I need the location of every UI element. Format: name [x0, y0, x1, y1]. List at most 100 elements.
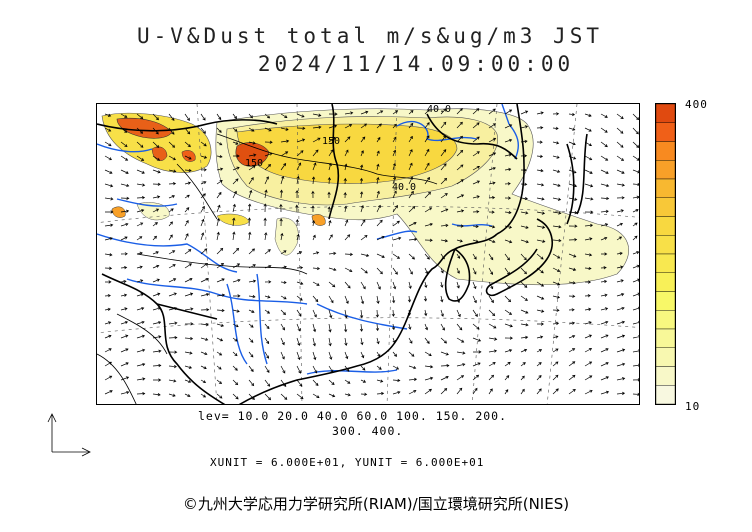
- wind-vector: [328, 281, 336, 288]
- wind-vector: [488, 309, 496, 317]
- wind-vector: [136, 320, 145, 325]
- wind-vector: [424, 122, 430, 129]
- wind-vector: [104, 266, 113, 270]
- wind-vector: [328, 295, 334, 304]
- wind-vector: [296, 175, 300, 185]
- wind-vector: [376, 235, 385, 241]
- wind-vector: [279, 203, 283, 213]
- wind-vector: [472, 108, 480, 115]
- wind-vector: [104, 307, 111, 311]
- wind-vector: [552, 169, 561, 173]
- wind-vector: [472, 337, 482, 342]
- wind-vector: [392, 378, 401, 383]
- wind-vector: [424, 176, 430, 185]
- wind-vector: [280, 127, 289, 131]
- wind-vector: [232, 294, 241, 298]
- wind-vector: [344, 252, 354, 257]
- wind-vector: [440, 375, 449, 381]
- wind-vector: [376, 281, 381, 290]
- wind-vector: [392, 149, 397, 157]
- wind-vector: [520, 281, 528, 288]
- wind-vector: [504, 124, 513, 129]
- wind-vector: [328, 323, 332, 333]
- wind-vector: [328, 219, 332, 227]
- wind-vector: [311, 190, 315, 199]
- wind-vector: [424, 109, 430, 115]
- wind-vector: [184, 207, 190, 213]
- wind-vector: [360, 219, 366, 227]
- wind-vector: [440, 208, 449, 213]
- wind-vector: [263, 203, 267, 213]
- wind-vector: [392, 351, 398, 357]
- wind-vector: [472, 281, 477, 290]
- wind-vector: [200, 232, 205, 241]
- wind-vector: [312, 295, 319, 303]
- wind-vector: [120, 307, 128, 311]
- wind-vector: [184, 379, 192, 384]
- wind-vector: [168, 306, 178, 311]
- wind-vector: [456, 135, 463, 143]
- wind-vector: [264, 127, 272, 132]
- wind-vector: [280, 139, 290, 143]
- wind-vector: [568, 294, 576, 298]
- wind-vector: [408, 337, 413, 344]
- wind-vector: [344, 337, 348, 346]
- wind-vector: [264, 152, 273, 157]
- wind-vector: [360, 337, 364, 346]
- wind-vector: [344, 205, 348, 213]
- wind-vector: [120, 183, 130, 188]
- wind-vector: [152, 349, 162, 353]
- wind-vector: [232, 217, 236, 227]
- wind-vector: [343, 192, 347, 199]
- wind-vector: [632, 141, 639, 148]
- wind-vector: [312, 337, 316, 347]
- wind-vector: [104, 375, 113, 381]
- wind-vector: [360, 351, 365, 359]
- wind-vector: [520, 335, 529, 340]
- wind-vector: [120, 209, 130, 213]
- wind-vector: [600, 113, 608, 118]
- wind-vector: [296, 379, 303, 387]
- wind-vector: [248, 337, 254, 343]
- colorbar-segment: [655, 235, 676, 255]
- colorbar-segment: [655, 141, 676, 161]
- wind-vector: [264, 280, 272, 284]
- wind-vector: [264, 309, 271, 314]
- wind-vector: [392, 390, 401, 395]
- wind-vector: [600, 155, 609, 161]
- wind-vector: [584, 169, 593, 174]
- wind-vector: [584, 321, 592, 325]
- wind-vector: [296, 150, 304, 157]
- wind-vector: [264, 140, 273, 144]
- levels-line-2: 300. 400.: [332, 424, 404, 438]
- wind-vector: [552, 348, 559, 353]
- wind-vector: [264, 232, 268, 241]
- map-timestamp: 2024/11/14.09:00:00: [257, 52, 575, 76]
- coastlines: [97, 104, 588, 404]
- wind-vector: [360, 123, 368, 129]
- wind-vector: [216, 278, 225, 283]
- wind-vector: [552, 238, 562, 243]
- dust-map: 40.0 150 40.0 150: [96, 103, 640, 405]
- wind-vector: [600, 334, 609, 339]
- wind-vector: [392, 220, 400, 227]
- wind-vector: [488, 195, 496, 200]
- wind-vector: [344, 267, 353, 273]
- wind-vector: [248, 351, 254, 358]
- wind-vector: [168, 195, 176, 199]
- wind-vector: [408, 389, 417, 395]
- wind-vector: [440, 388, 448, 395]
- wind-vector: [280, 351, 285, 360]
- wind-vector: [424, 337, 430, 344]
- wind-vector: [488, 123, 497, 129]
- wind-vector: [584, 197, 594, 201]
- wind-vector: [152, 235, 157, 241]
- wind-vector: [120, 348, 129, 353]
- wind-vector: [296, 337, 301, 347]
- wind-vector: [424, 281, 428, 289]
- wind-vector: [552, 308, 560, 312]
- wind-vector: [520, 110, 529, 115]
- wind-vector: [504, 348, 513, 353]
- wind-vector: [344, 163, 348, 171]
- wind-vector: [488, 323, 497, 329]
